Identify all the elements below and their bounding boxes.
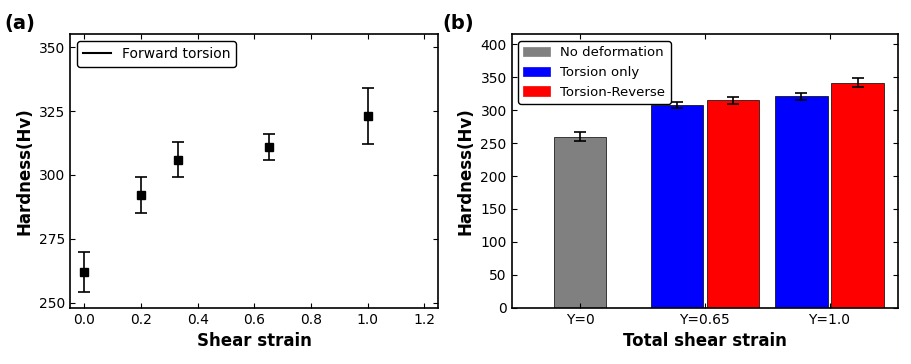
X-axis label: Total shear strain: Total shear strain (622, 332, 786, 350)
Text: (b): (b) (442, 14, 473, 33)
X-axis label: Shear strain: Shear strain (197, 332, 312, 350)
Bar (650, 105, 702, 308)
Bar (774, 96, 827, 308)
Y-axis label: Hardness(Hv): Hardness(Hv) (15, 107, 34, 235)
Bar (831, 83, 883, 308)
Legend: Forward torsion: Forward torsion (77, 41, 235, 67)
Legend: No deformation, Torsion only, Torsion-Reverse: No deformation, Torsion only, Torsion-Re… (517, 41, 670, 104)
Text: (a): (a) (4, 14, 35, 33)
Bar (553, 136, 606, 308)
Y-axis label: Hardness(Hv): Hardness(Hv) (456, 107, 475, 235)
Bar (706, 100, 758, 308)
